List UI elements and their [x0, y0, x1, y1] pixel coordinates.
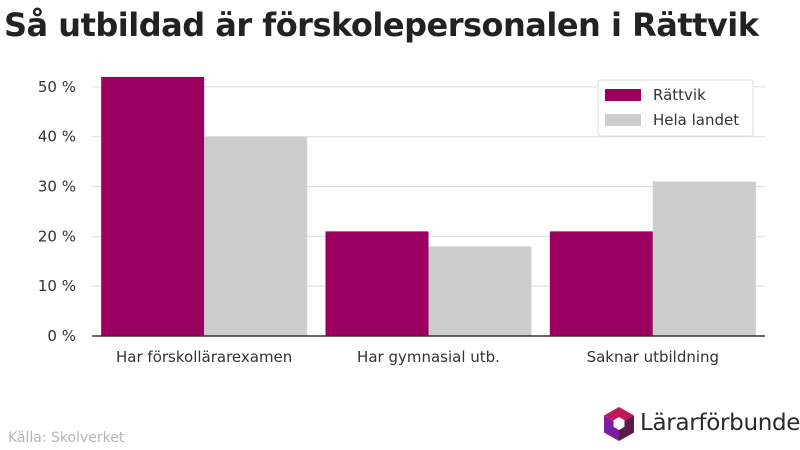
y-tick-label: 40 % [38, 128, 76, 146]
source-note: Källa: Skolverket [8, 430, 125, 446]
x-category-label: Saknar utbildning [587, 348, 720, 366]
bars [101, 76, 756, 336]
legend-label-rattvik: Rättvik [653, 86, 706, 104]
legend: Rättvik Hela landet [597, 79, 754, 137]
chart-title: Så utbildad är förskolepersonalen i Rätt… [4, 6, 759, 44]
x-category-label: Har förskollärarexamen [116, 348, 292, 366]
y-tick-label: 50 % [38, 78, 76, 96]
bar-rattvik [325, 231, 429, 336]
legend-swatch-hela-landet [605, 114, 641, 126]
y-axis-ticks: 0 % 10 % 20 % 30 % 40 % 50 % [38, 78, 76, 345]
y-tick-label: 0 % [47, 327, 76, 345]
legend-swatch-rattvik [605, 89, 641, 101]
bar-hela-landet [204, 136, 308, 336]
bar-hela-landet [652, 181, 756, 336]
bar-rattvik [549, 231, 653, 336]
y-tick-label: 10 % [38, 277, 76, 295]
y-tick-label: 20 % [38, 227, 76, 245]
lararforbundet-logo-icon [604, 407, 634, 441]
x-category-label: Har gymnasial utb. [357, 348, 500, 366]
bar-rattvik [101, 76, 205, 336]
legend-label-hela-landet: Hela landet [653, 111, 739, 129]
bar-hela-landet [428, 246, 532, 336]
brand-name: Lärarförbundet [640, 410, 800, 436]
y-tick-label: 30 % [38, 178, 76, 196]
x-axis-labels: Har förskollärarexamen Har gymnasial utb.… [116, 348, 719, 366]
